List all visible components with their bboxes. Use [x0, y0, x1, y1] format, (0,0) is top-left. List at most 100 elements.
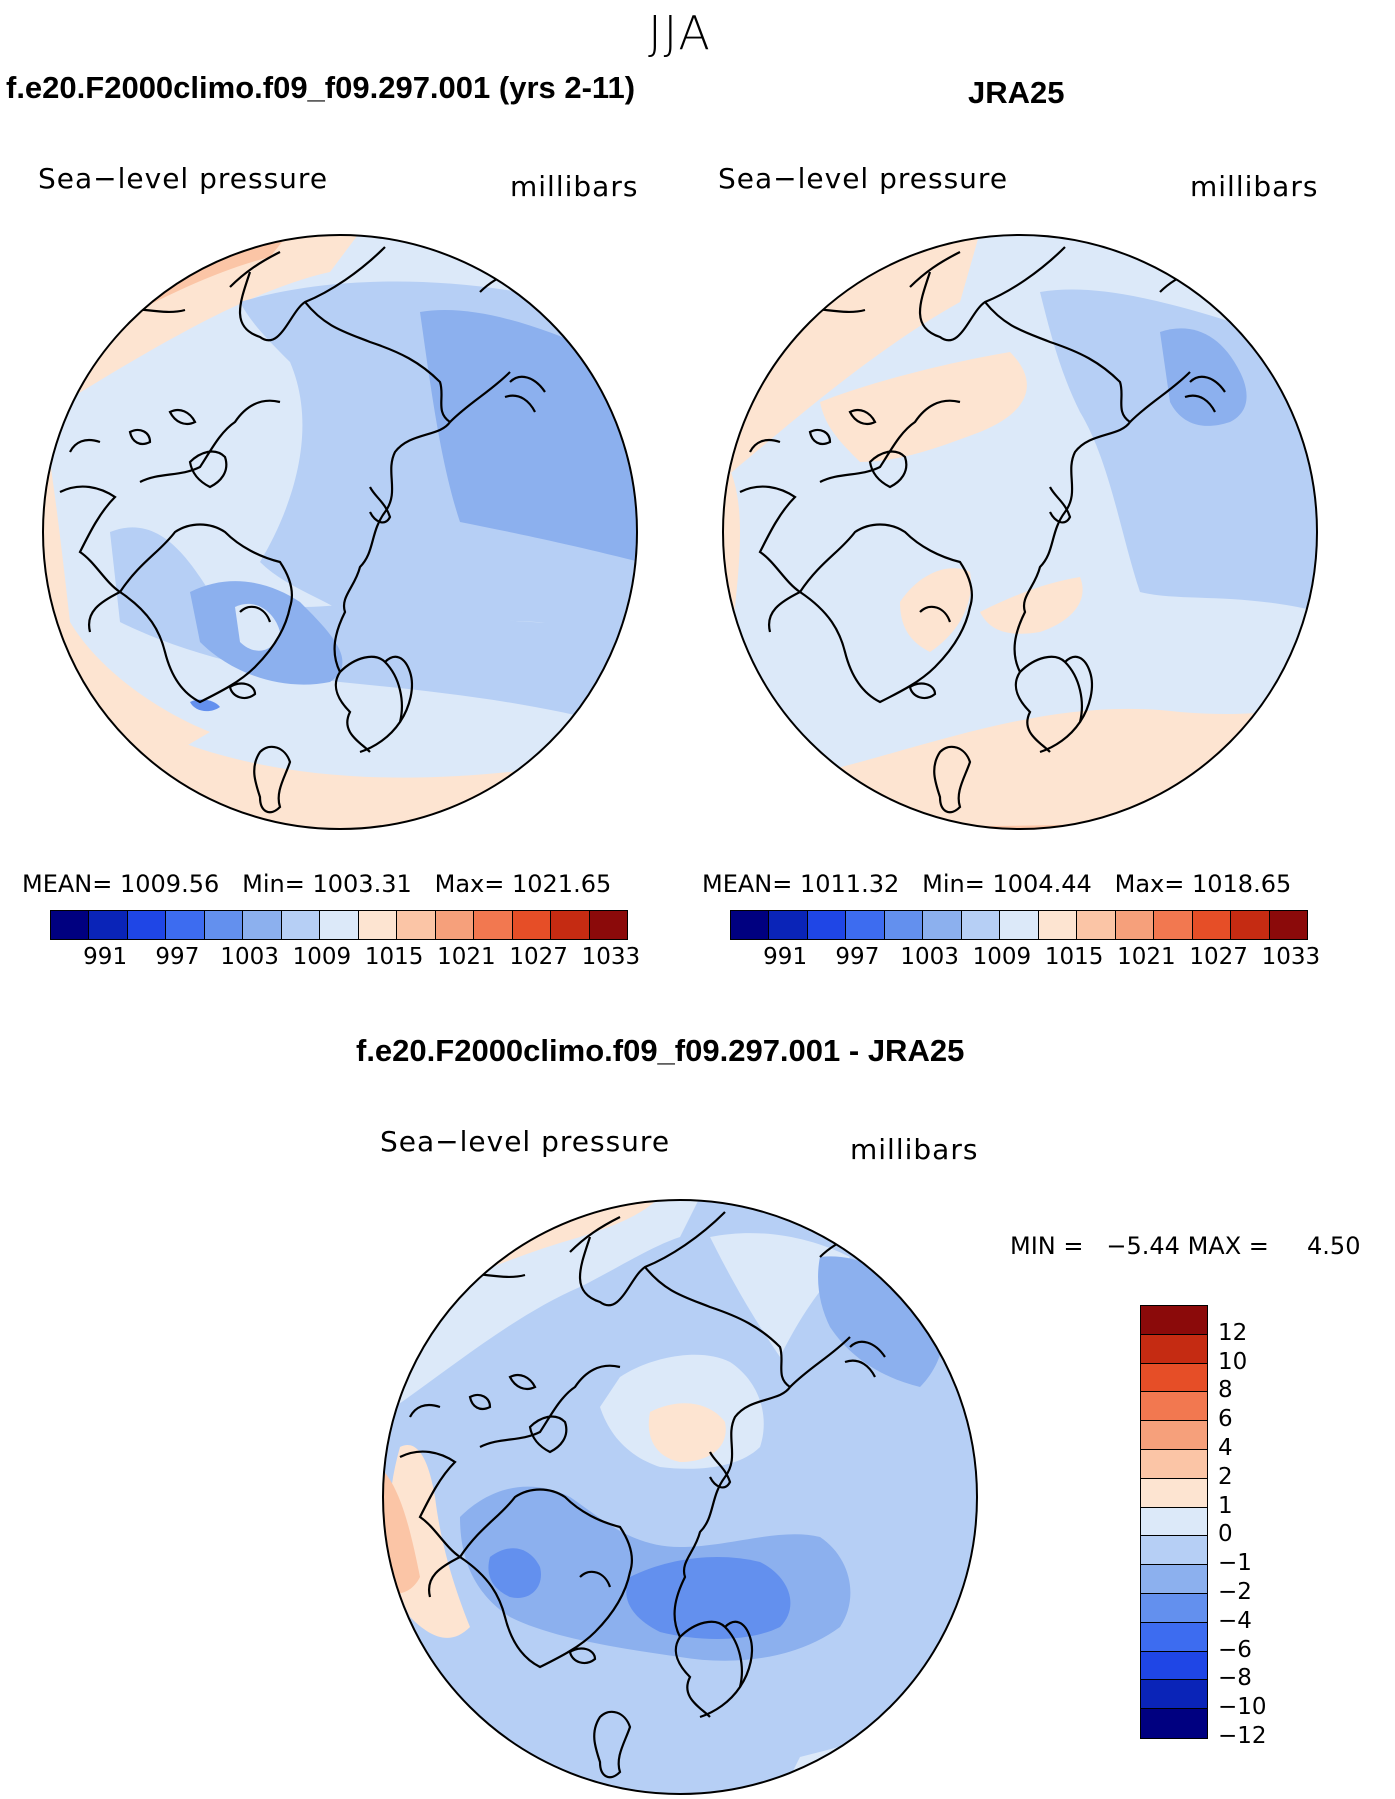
colorbar-tick-label: 991 — [763, 944, 808, 970]
colorbar-swatch — [204, 911, 244, 939]
colorbar-tick-label: −1 — [1218, 1550, 1252, 1577]
panel-2-coastlines — [739, 246, 1226, 814]
panel-3-max: 4.50 — [1307, 1232, 1361, 1260]
colorbar-swatch — [51, 911, 90, 939]
colorbar-swatch — [1141, 1334, 1207, 1364]
panel-2-map — [722, 234, 1318, 830]
colorbar-swatch — [89, 911, 128, 939]
colorbar-swatch — [589, 911, 628, 939]
colorbar-swatch — [731, 911, 770, 939]
colorbar-swatch — [884, 911, 924, 939]
colorbar-swatch — [1141, 1449, 1207, 1479]
difference-colorbar — [1140, 1305, 1208, 1739]
colorbar-swatch — [1038, 911, 1078, 939]
panel-2-min: 1004.44 — [992, 870, 1092, 898]
colorbar-swatch — [1141, 1651, 1207, 1681]
colorbar-tick-label: 1027 — [509, 944, 568, 970]
colorbar-swatch — [807, 911, 847, 939]
colorbar-swatch — [281, 911, 321, 939]
colorbar-tick-label: 10 — [1218, 1348, 1248, 1375]
colorbar-tick-label: −8 — [1218, 1665, 1252, 1692]
panel-1-mean: 1009.56 — [120, 870, 220, 898]
panel-1-variable: Sea−level pressure — [38, 162, 329, 195]
colorbar-swatch — [512, 911, 552, 939]
colorbar-tick-label: 1033 — [581, 944, 641, 970]
colorbar-swatch — [1231, 911, 1270, 939]
panel-3-min: −5.44 — [1106, 1232, 1180, 1260]
panel-1-colorbar: 991 997 1003 1009 1015 1021 1027 1033 — [50, 910, 640, 970]
colorbar-tick-label: 0 — [1218, 1521, 1233, 1548]
difference-title: f.e20.F2000climo.f09_f09.297.001 - JRA25 — [356, 1033, 965, 1068]
panel-2-variable: Sea−level pressure — [718, 162, 1009, 195]
colorbar-swatch — [1141, 1680, 1207, 1710]
colorbar-tick-label: 8 — [1218, 1377, 1233, 1404]
panel-2-title: JRA25 — [968, 75, 1065, 110]
panel-1-map — [42, 234, 638, 830]
colorbar-swatch — [435, 911, 475, 939]
colorbar-swatch — [358, 911, 398, 939]
colorbar-tick-label: 2 — [1218, 1463, 1233, 1490]
colorbar-swatch — [166, 911, 205, 939]
panel-2-outline — [722, 234, 1318, 830]
panel-2-mean: 1011.32 — [800, 870, 900, 898]
colorbar-tick-label: 1003 — [220, 944, 279, 970]
colorbar-swatch — [1192, 911, 1232, 939]
colorbar-swatch — [1141, 1593, 1207, 1623]
colorbar-tick-label: 1021 — [437, 944, 496, 970]
colorbar-tick-label: −4 — [1218, 1607, 1252, 1634]
colorbar-swatch — [1000, 911, 1039, 939]
colorbar-tick-label: 4 — [1218, 1435, 1233, 1461]
panel-1-max: 1021.65 — [512, 870, 612, 898]
colorbar-tick-label: 1027 — [1189, 944, 1248, 970]
colorbar-swatch — [1141, 1478, 1207, 1508]
colorbar-swatch — [551, 911, 590, 939]
colorbar-swatch — [1115, 911, 1155, 939]
panel-2-stats: MEAN= 1011.32 Min= 1004.44 Max= 1018.65 — [702, 870, 1292, 898]
colorbar-swatch — [1141, 1363, 1207, 1393]
colorbar-swatch — [846, 911, 885, 939]
panel-3-variable: Sea−level pressure — [380, 1125, 671, 1158]
panel-1-title: f.e20.F2000climo.f09_f09.297.001 (yrs 2-… — [6, 70, 636, 105]
colorbar-tick-label: 12 — [1218, 1319, 1248, 1346]
colorbar-swatch — [1141, 1392, 1207, 1422]
colorbar-swatch — [1141, 1507, 1207, 1537]
difference-shading — [383, 1200, 977, 1794]
colorbar-swatch — [1141, 1536, 1207, 1566]
colorbar-swatch — [923, 911, 962, 939]
colorbar-tick-label: −6 — [1218, 1636, 1252, 1663]
panel-2-colorbar: 991 997 1003 1009 1015 1021 1027 1033 — [730, 910, 1320, 970]
colorbar-tick-label: 991 — [83, 944, 128, 970]
colorbar-swatch — [1269, 911, 1308, 939]
colorbar-tick-label: 1015 — [364, 944, 424, 970]
panel-1-min: 1003.31 — [312, 870, 412, 898]
season-title: JJA — [648, 6, 712, 60]
colorbar-tick-label: 1015 — [1044, 944, 1104, 970]
colorbar-tick-label: −2 — [1218, 1579, 1252, 1605]
colorbar-swatch — [769, 911, 808, 939]
panel-1-stats: MEAN= 1009.56 Min= 1003.31 Max= 1021.65 — [22, 870, 612, 898]
colorbar-tick-label: −12 — [1218, 1723, 1267, 1749]
panel-2-max: 1018.65 — [1192, 870, 1292, 898]
colorbar-tick-label: 997 — [835, 944, 880, 970]
colorbar-swatch — [961, 911, 1001, 939]
colorbar-tick-label: 1009 — [972, 944, 1032, 970]
difference-outline — [382, 1199, 978, 1795]
colorbar-swatch — [1141, 1306, 1207, 1335]
panel-2-units: millibars — [1190, 170, 1319, 203]
panel-1-coastlines — [59, 246, 546, 814]
colorbar-tick-label: 1003 — [900, 944, 959, 970]
panel-3-stats: MIN = −5.44 MAX = 4.50 — [1010, 1232, 1361, 1260]
colorbar-tick-label: 1021 — [1117, 944, 1176, 970]
colorbar-swatch — [1141, 1622, 1207, 1652]
colorbar-swatch — [1141, 1421, 1207, 1450]
colorbar-tick-label: 1 — [1218, 1492, 1233, 1519]
panel-1-outline — [42, 234, 638, 830]
colorbar-swatch — [474, 911, 513, 939]
panel-3-units: millibars — [850, 1133, 979, 1166]
colorbar-tick-label: 1009 — [292, 944, 352, 970]
colorbar-swatch — [397, 911, 436, 939]
colorbar-swatch — [243, 911, 282, 939]
colorbar-swatch — [1154, 911, 1193, 939]
colorbar-tick-label: 1033 — [1261, 944, 1321, 970]
colorbar-swatch — [1141, 1709, 1207, 1738]
